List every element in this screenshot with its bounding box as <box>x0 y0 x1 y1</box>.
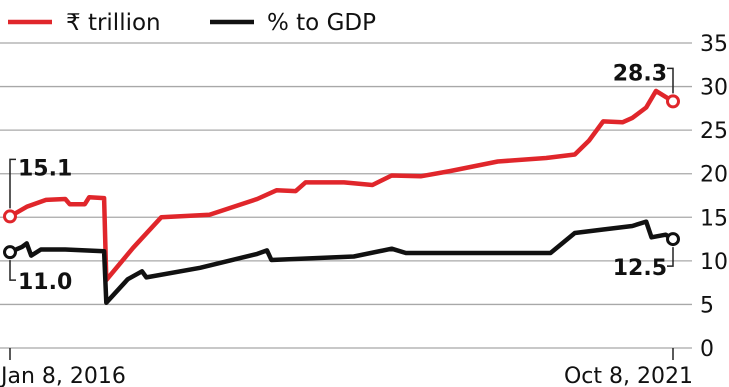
y-tick-label: 15 <box>700 206 728 231</box>
annotation-label: 15.1 <box>18 156 72 181</box>
legend-label-pct-gdp: % to GDP <box>267 10 376 36</box>
annotation-leaders <box>9 67 674 281</box>
annotation-label: 12.5 <box>613 256 667 281</box>
annotation-leader <box>9 158 16 209</box>
y-tick-label: 35 <box>700 32 728 57</box>
y-tick-label: 30 <box>700 76 728 101</box>
annotation-leader <box>9 260 16 281</box>
annotation-label: 28.3 <box>613 61 667 86</box>
y-tick-label: 20 <box>700 163 728 188</box>
annotation-leader <box>667 247 674 267</box>
series-line-pct-gdp <box>7 219 676 305</box>
y-tick-label: 5 <box>700 293 714 318</box>
series-lines <box>3 88 680 305</box>
x-tick-label-end: Oct 8, 2021 <box>564 364 693 387</box>
y-tick-label: 0 <box>700 337 714 362</box>
y-tick-label: 25 <box>700 119 728 144</box>
start-marker <box>3 209 17 224</box>
start-marker <box>3 245 17 260</box>
annotations: 15.1 11.0 28.3 12.5 <box>18 61 667 295</box>
end-marker <box>666 94 680 109</box>
series-line-rupee-trillion <box>7 88 676 283</box>
x-axis: Jan 8, 2016 Oct 8, 2021 <box>0 347 693 387</box>
y-tick-label: 10 <box>700 250 728 275</box>
legend-label-rupee-trillion: ₹ trillion <box>66 10 161 36</box>
x-tick-label-start: Jan 8, 2016 <box>0 364 126 387</box>
legend: ₹ trillion % to GDP <box>8 10 376 36</box>
annotation-label: 11.0 <box>18 270 72 295</box>
gridlines <box>0 42 692 306</box>
annotation-leader <box>667 67 674 94</box>
y-axis: 0 5 10 15 20 25 30 35 <box>700 32 728 362</box>
end-marker <box>666 232 680 247</box>
